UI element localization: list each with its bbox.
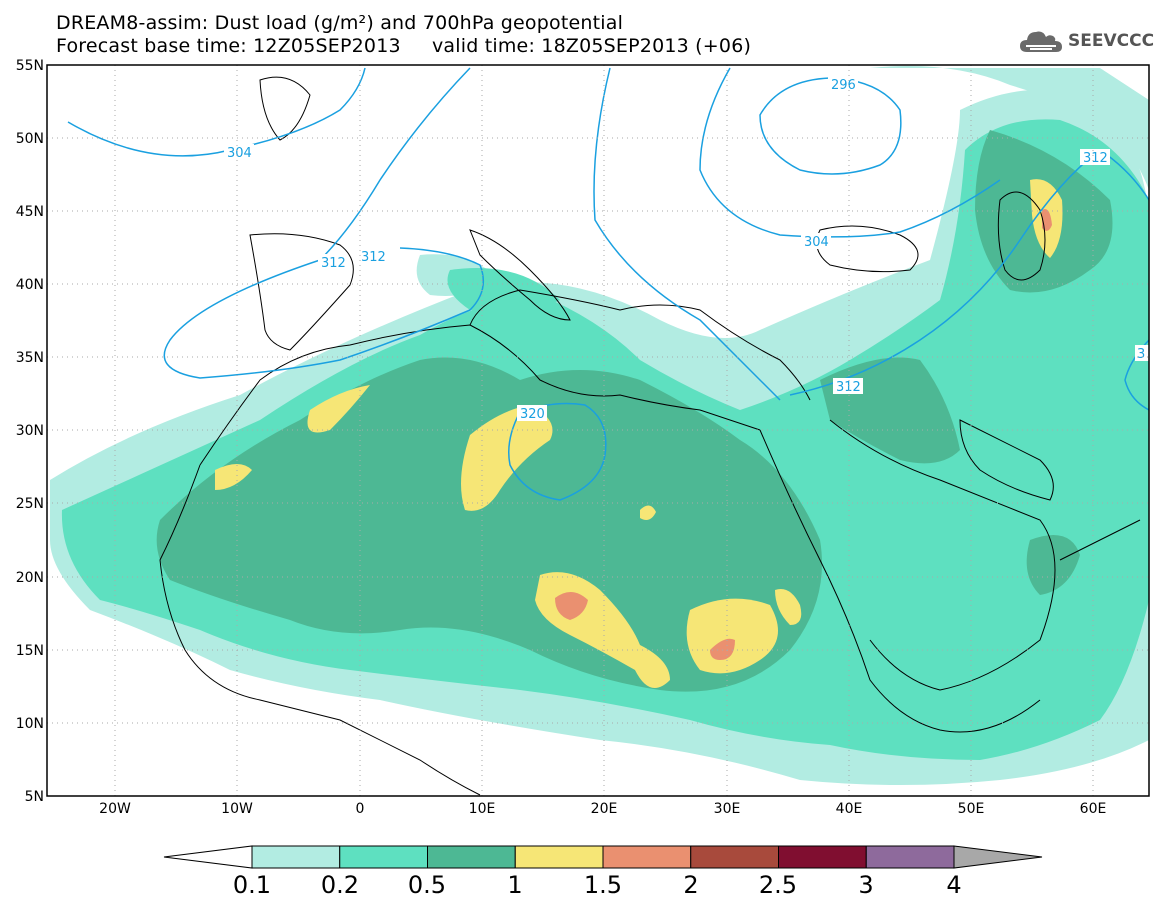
lat-axis: 55N 50N 45N 40N 35N 30N 25N 20N 15N 10N … [16,58,44,805]
geopotential-contours [67,67,1149,501]
coastline-caspian [997,191,1046,281]
colorbar-label: 2.5 [759,871,797,899]
dust-band-1.5 [555,591,588,620]
colorbar-label: 0.1 [233,871,271,899]
map-frame [46,64,1150,797]
coastline-black-sea [816,225,919,273]
dust-band-1-east [775,589,802,625]
lon-tick-label: 10W [221,801,253,817]
seevccc-logo: SEEVCCC [1018,24,1154,58]
lon-tick-label: 30E [714,801,741,817]
dust-band-1 [461,405,553,511]
colorbar-label: 1.5 [584,871,622,899]
contour-label: 296 [831,78,856,93]
dust-band-1.5-sudan [710,638,735,660]
lat-tick-label: 15N [16,643,44,659]
lat-tick-label: 20N [16,570,44,586]
dust-band-1-sudan [686,598,778,674]
contour-label: 320 [520,407,545,422]
contour-label: 312 [321,256,346,271]
colorbar-label: 0.2 [321,871,359,899]
colorbar-label: 0.5 [408,871,446,899]
contour-304-east [699,67,1001,238]
contour-296 [759,77,902,175]
contour-label: 3 [1137,347,1145,362]
lat-tick-label: 30N [16,423,44,439]
cloud-icon [1020,31,1062,52]
lat-tick-label: 55N [16,58,44,74]
contour-label: 304 [804,235,829,250]
coastline-italy [469,229,571,321]
coastline-africa-north [199,324,761,466]
coastline-europe [249,233,354,351]
dust-band-1-sahara [215,464,252,490]
coastline-red-sea [759,429,1041,733]
dust-band-0.1-east [870,66,1149,190]
contour-label: 312 [1083,151,1108,166]
colorbar-swatch [427,845,516,869]
lon-axis: 20W 10W 0 10E 20E 30E 40E 50E 60E [99,801,1106,817]
colorbar-swatch [339,845,428,869]
colorbar-swatch [514,845,604,869]
contour-304-west [67,67,366,157]
lat-tick-label: 35N [16,350,44,366]
contour-label: 304 [227,146,252,161]
lat-tick-label: 45N [16,204,44,220]
contour-label: 312 [361,250,386,265]
forecast-time-subtitle: Forecast base time: 12Z05SEP2013 valid t… [56,35,752,57]
colorbar: 0.1 0.2 0.5 1 1.5 2 2.5 3 4 [163,845,1043,899]
coastline-arabia [829,419,1056,691]
coastlines [159,76,1141,796]
logo-text: SEEVCCC [1068,31,1155,51]
dust-band-0.5 [156,357,822,692]
lon-tick-label: 60E [1080,801,1107,817]
lat-tick-label: 5N [25,789,44,805]
lon-tick-label: 20W [99,801,131,817]
contour-312-west [163,67,485,379]
coastline-arabian-sea [1059,519,1141,561]
lon-tick-label: 40E [836,801,863,817]
dust-fields [50,66,1149,785]
lon-tick-label: 0 [356,801,365,817]
lat-tick-label: 10N [16,716,44,732]
colorbar-swatch [690,845,779,869]
contour-320 [508,402,607,501]
colorbar-swatch [865,845,955,869]
contour-312-central [593,67,781,401]
coastline-persian-gulf [959,419,1054,501]
colorbar-high-arrow [953,845,1043,869]
coastline-africa-west [159,464,481,796]
map-title: DREAM8-assim: Dust load (g/m²) and 700hP… [56,12,624,34]
contour-label: 312 [836,380,861,395]
graticule [47,65,1149,796]
coastline-britain [259,76,311,141]
colorbar-label: 2 [683,871,698,899]
colorbar-swatch [251,845,341,869]
colorbar-label: 1 [507,871,522,899]
dust-band-1-morocco [307,385,370,433]
dust-band-0.5-arabia [1026,535,1080,595]
lat-tick-label: 40N [16,277,44,293]
coastline-mediterranean [469,289,811,401]
contour-label-group: 304 312 312 320 296 304 312 312 3 [224,76,1149,422]
lon-tick-label: 10E [469,801,496,817]
colorbar-label: 3 [858,871,873,899]
colorbar-swatch [778,845,867,869]
lat-tick-label: 50N [16,131,44,147]
dust-band-1.5-caspian [1042,209,1052,231]
lat-tick-label: 25N [16,496,44,512]
colorbar-low-arrow [163,845,253,869]
dust-band-1-libya [640,505,656,520]
lon-tick-label: 20E [591,801,618,817]
colorbar-swatch [602,845,692,869]
lon-tick-label: 50E [958,801,985,817]
colorbar-label: 4 [946,871,961,899]
